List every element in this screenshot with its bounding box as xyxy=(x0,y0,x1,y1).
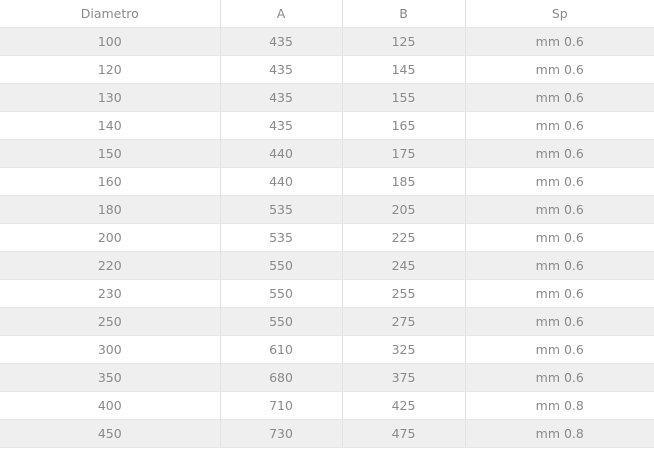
cell-b: 165 xyxy=(342,111,466,140)
cell-sp: mm 0.6 xyxy=(465,111,654,140)
cell-a: 550 xyxy=(220,251,343,280)
cell-a: 435 xyxy=(220,83,343,112)
cell-sp: mm 0.8 xyxy=(465,391,654,420)
cell-a: 550 xyxy=(220,307,343,336)
table-row: 100 435 125 mm 0.6 xyxy=(0,27,654,56)
table-row: 400 710 425 mm 0.8 xyxy=(0,391,654,420)
cell-a: 680 xyxy=(220,363,343,392)
table-row: 160 440 185 mm 0.6 xyxy=(0,167,654,196)
cell-b: 155 xyxy=(342,83,466,112)
cell-a: 435 xyxy=(220,27,343,56)
cell-sp: mm 0.6 xyxy=(465,83,654,112)
cell-sp: mm 0.6 xyxy=(465,55,654,84)
cell-diametro: 130 xyxy=(0,83,221,112)
cell-b: 245 xyxy=(342,251,466,280)
header-a: A xyxy=(220,0,343,28)
cell-b: 185 xyxy=(342,167,466,196)
cell-b: 425 xyxy=(342,391,466,420)
cell-sp: mm 0.6 xyxy=(465,363,654,392)
cell-sp: mm 0.6 xyxy=(465,251,654,280)
cell-sp: mm 0.6 xyxy=(465,307,654,336)
table-row: 450 730 475 mm 0.8 xyxy=(0,419,654,448)
cell-a: 730 xyxy=(220,419,343,448)
cell-sp: mm 0.6 xyxy=(465,167,654,196)
cell-diametro: 150 xyxy=(0,139,221,168)
cell-diametro: 140 xyxy=(0,111,221,140)
cell-diametro: 400 xyxy=(0,391,221,420)
cell-sp: mm 0.6 xyxy=(465,279,654,308)
cell-diametro: 230 xyxy=(0,279,221,308)
table-row: 230 550 255 mm 0.6 xyxy=(0,279,654,308)
cell-b: 175 xyxy=(342,139,466,168)
header-row: Diametro A B Sp xyxy=(0,0,654,28)
cell-a: 535 xyxy=(220,223,343,252)
cell-sp: mm 0.8 xyxy=(465,419,654,448)
cell-b: 275 xyxy=(342,307,466,336)
cell-b: 255 xyxy=(342,279,466,308)
cell-diametro: 120 xyxy=(0,55,221,84)
table-body: 100 435 125 mm 0.6 120 435 145 mm 0.6 130 435 155 m… xyxy=(0,27,654,448)
header-b: B xyxy=(342,0,466,28)
table-row: 300 610 325 mm 0.6 xyxy=(0,335,654,364)
table-row: 150 440 175 mm 0.6 xyxy=(0,139,654,168)
cell-diametro: 450 xyxy=(0,419,221,448)
cell-sp: mm 0.6 xyxy=(465,195,654,224)
cell-diametro: 100 xyxy=(0,27,221,56)
cell-a: 435 xyxy=(220,111,343,140)
cell-sp: mm 0.6 xyxy=(465,139,654,168)
header-diametro: Diametro xyxy=(0,0,221,28)
table-row: 250 550 275 mm 0.6 xyxy=(0,307,654,336)
table-row: 140 435 165 mm 0.6 xyxy=(0,111,654,140)
cell-b: 475 xyxy=(342,419,466,448)
cell-sp: mm 0.6 xyxy=(465,27,654,56)
cell-a: 610 xyxy=(220,335,343,364)
table-row: 220 550 245 mm 0.6 xyxy=(0,251,654,280)
cell-b: 375 xyxy=(342,363,466,392)
cell-diametro: 350 xyxy=(0,363,221,392)
cell-diametro: 250 xyxy=(0,307,221,336)
cell-diametro: 160 xyxy=(0,167,221,196)
cell-b: 125 xyxy=(342,27,466,56)
cell-b: 205 xyxy=(342,195,466,224)
table-row: 350 680 375 mm 0.6 xyxy=(0,363,654,392)
cell-a: 435 xyxy=(220,55,343,84)
cell-diametro: 220 xyxy=(0,251,221,280)
cell-sp: mm 0.6 xyxy=(465,335,654,364)
cell-a: 550 xyxy=(220,279,343,308)
cell-diametro: 180 xyxy=(0,195,221,224)
table-row: 180 535 205 mm 0.6 xyxy=(0,195,654,224)
cell-b: 325 xyxy=(342,335,466,364)
table-row: 130 435 155 mm 0.6 xyxy=(0,83,654,112)
cell-b: 145 xyxy=(342,55,466,84)
cell-b: 225 xyxy=(342,223,466,252)
cell-a: 440 xyxy=(220,139,343,168)
cell-diametro: 200 xyxy=(0,223,221,252)
table-row: 120 435 145 mm 0.6 xyxy=(0,55,654,84)
cell-diametro: 300 xyxy=(0,335,221,364)
cell-sp: mm 0.6 xyxy=(465,223,654,252)
header-sp: Sp xyxy=(465,0,654,28)
cell-a: 440 xyxy=(220,167,343,196)
cell-a: 710 xyxy=(220,391,343,420)
table-row: 200 535 225 mm 0.6 xyxy=(0,223,654,252)
cell-a: 535 xyxy=(220,195,343,224)
